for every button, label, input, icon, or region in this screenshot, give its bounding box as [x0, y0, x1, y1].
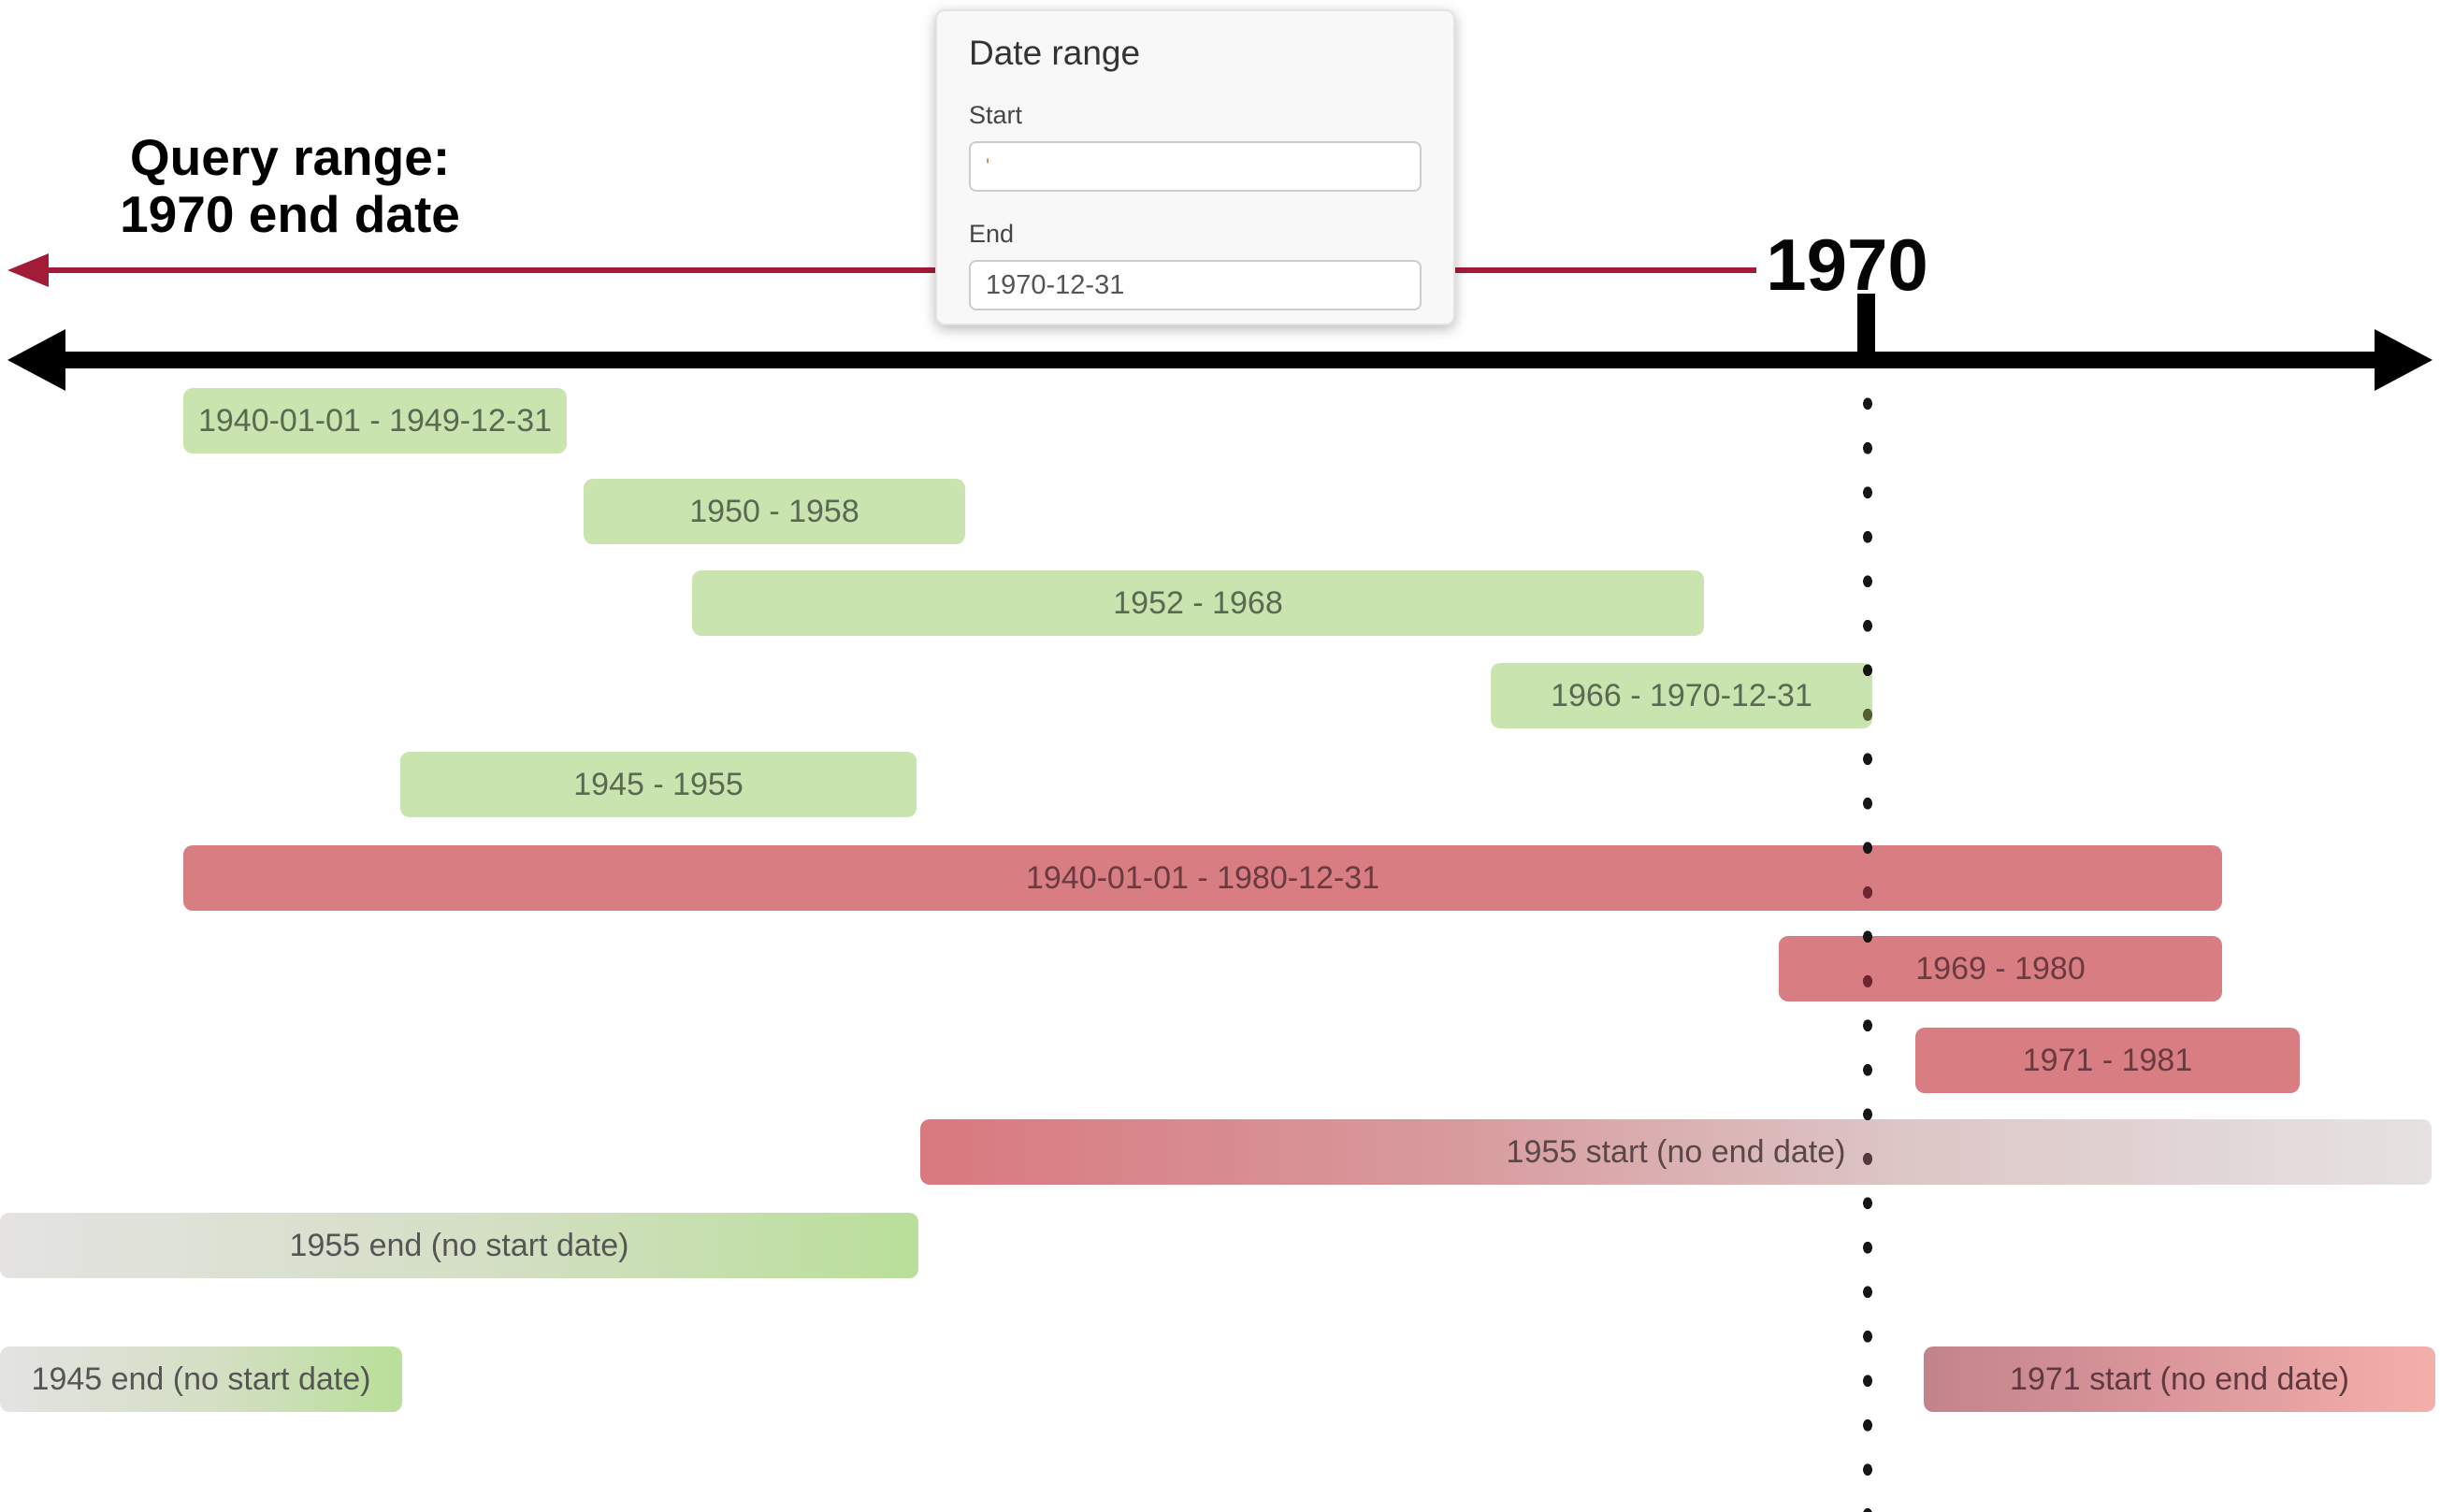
range-bar: 1945 end (no start date): [0, 1346, 402, 1412]
range-bar: 1940-01-01 - 1980-12-31: [183, 845, 2222, 911]
timeline-right-arrowhead-icon: [2375, 329, 2433, 391]
range-bar: 1940-01-01 - 1949-12-31: [183, 388, 567, 454]
query-range-label-line2: 1970 end date: [120, 185, 460, 243]
range-bar: 1969 - 1980: [1779, 936, 2222, 1001]
range-bar: 1955 end (no start date): [0, 1213, 918, 1278]
date-range-form-card: Date range Start End: [935, 9, 1455, 325]
dotted-line-dot: [1863, 975, 1872, 987]
query-range-label: Query range: 1970 end date: [51, 129, 528, 243]
end-field-label: End: [969, 220, 1015, 248]
range-bar-label: 1955 start (no end date): [1506, 1133, 1846, 1170]
query-range-arrow-line: [28, 267, 1756, 273]
range-bar: 1952 - 1968: [692, 570, 1704, 636]
range-bar-label: 1971 - 1981: [2022, 1042, 2193, 1078]
range-bar-label: 1940-01-01 - 1980-12-31: [1025, 859, 1380, 896]
dotted-line-dot: [1863, 709, 1872, 721]
start-field-label: Start: [969, 101, 1023, 129]
range-bar-label: 1940-01-01 - 1949-12-31: [197, 402, 553, 439]
range-bar: 1955 start (no end date): [920, 1119, 2432, 1185]
start-date-input[interactable]: [969, 141, 1422, 192]
year-1970-label: 1970: [1766, 223, 1928, 306]
timeline-axis: [37, 352, 2404, 368]
range-bar-label: 1950 - 1958: [689, 493, 859, 529]
range-bar: 1945 - 1955: [400, 752, 917, 817]
range-bar-label: 1969 - 1980: [1915, 950, 2086, 986]
range-bar: 1971 start (no end date): [1924, 1346, 2435, 1412]
year-1970-dotted-line: [1862, 382, 1873, 1512]
range-bar-label: 1945 - 1955: [573, 766, 744, 802]
dotted-line-dot: [1863, 1153, 1872, 1165]
timeline-left-arrowhead-icon: [7, 329, 65, 391]
range-bar-label: 1966 - 1970-12-31: [1551, 677, 1812, 713]
range-bar-label: 1952 - 1968: [1113, 584, 1283, 621]
range-bar: 1971 - 1981: [1915, 1028, 2300, 1093]
range-bar-label: 1955 end (no start date): [289, 1227, 629, 1263]
range-bar-label: 1971 start (no end date): [2010, 1361, 2349, 1397]
year-1970-tick: [1857, 294, 1875, 353]
query-range-left-arrowhead-icon: [7, 253, 49, 287]
dotted-line-dot: [1863, 886, 1872, 899]
range-bar: 1966 - 1970-12-31: [1491, 663, 1872, 728]
range-bar: 1950 - 1958: [584, 479, 965, 544]
query-range-label-line1: Query range:: [129, 128, 451, 186]
form-title: Date range: [969, 34, 1141, 72]
range-bar-label: 1945 end (no start date): [31, 1361, 371, 1397]
end-date-input[interactable]: [969, 260, 1422, 310]
